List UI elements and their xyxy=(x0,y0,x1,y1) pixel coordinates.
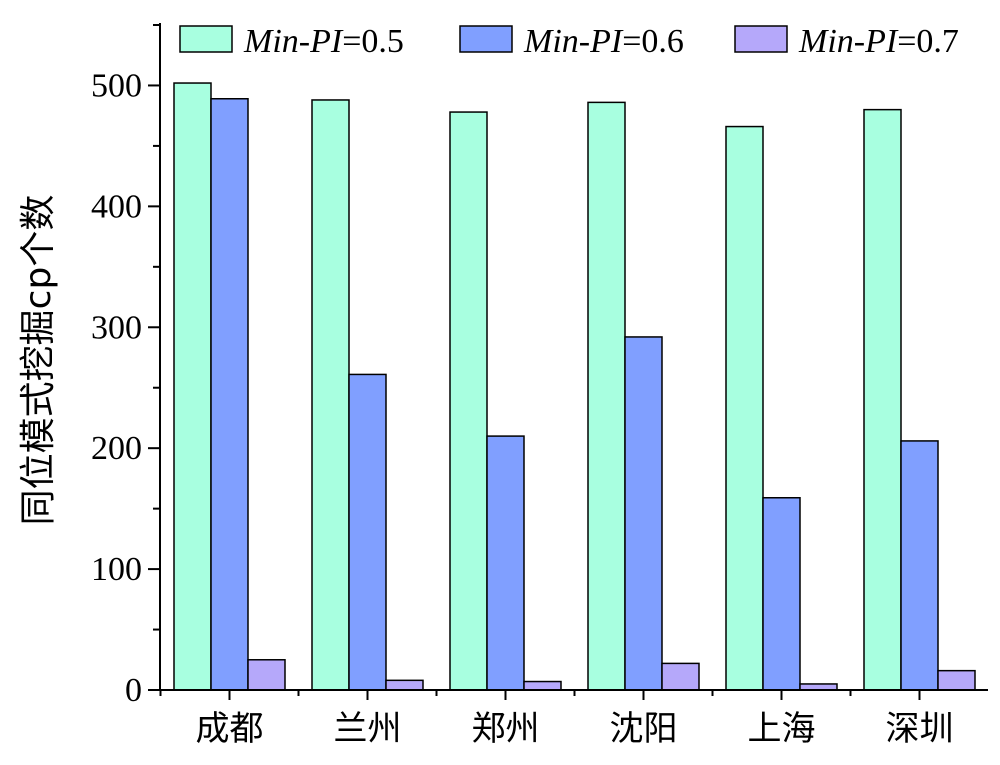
bar-深圳-series-3 xyxy=(937,669,976,691)
bar-兰州-series-2 xyxy=(348,373,387,691)
legend-label-2: Min-PI=0.6 xyxy=(523,23,684,60)
bar-成都-series-3 xyxy=(247,659,286,691)
legend-swatch-1 xyxy=(179,25,233,53)
bar-兰州-series-1 xyxy=(311,99,350,691)
bar-成都-series-1 xyxy=(173,82,212,691)
x-tick-label-郑州: 郑州 xyxy=(472,709,540,749)
bar-郑州-series-3 xyxy=(523,680,562,691)
x-tick-label-深圳: 深圳 xyxy=(886,709,954,749)
y-tick-label: 100 xyxy=(91,551,142,588)
y-axis-title: 同位模式挖掘cp个数 xyxy=(18,195,59,526)
bar-郑州-series-2 xyxy=(486,435,525,691)
bar-郑州-series-1 xyxy=(449,111,488,691)
bar-上海-series-2 xyxy=(762,497,801,691)
y-tick-label: 0 xyxy=(125,672,142,709)
y-axis-ticks: 0 100 200 300 400 500 xyxy=(91,24,160,709)
legend-swatch-2 xyxy=(459,25,513,53)
x-tick-label-沈阳: 沈阳 xyxy=(610,709,678,749)
bar-沈阳-series-1 xyxy=(587,101,626,691)
legend-label-1: Min-PI=0.5 xyxy=(243,23,404,60)
x-tick-label-成都: 成都 xyxy=(196,709,264,749)
bar-沈阳-series-2 xyxy=(624,336,663,691)
bar-上海-series-1 xyxy=(725,125,764,691)
legend-label-3: Min-PI=0.7 xyxy=(798,23,959,60)
y-tick-label: 400 xyxy=(91,188,142,225)
x-tick-label-兰州: 兰州 xyxy=(334,709,402,749)
legend-swatch-3 xyxy=(734,25,788,53)
bar-成都-series-2 xyxy=(210,98,249,691)
y-tick-label: 500 xyxy=(91,67,142,104)
x-tick-label-上海: 上海 xyxy=(748,709,816,749)
bar-沈阳-series-3 xyxy=(661,662,700,691)
x-axis-labels: 成都 兰州 郑州 沈阳 上海 深圳 xyxy=(159,690,954,749)
bar-深圳-series-2 xyxy=(900,440,939,691)
bars-layer xyxy=(173,82,976,691)
y-tick-label: 200 xyxy=(91,430,142,467)
legend: Min-PI=0.5 Min-PI=0.6 Min-PI=0.7 xyxy=(179,23,959,60)
y-tick-label: 300 xyxy=(91,309,142,346)
bar-兰州-series-3 xyxy=(385,679,424,691)
bar-深圳-series-1 xyxy=(863,108,902,691)
